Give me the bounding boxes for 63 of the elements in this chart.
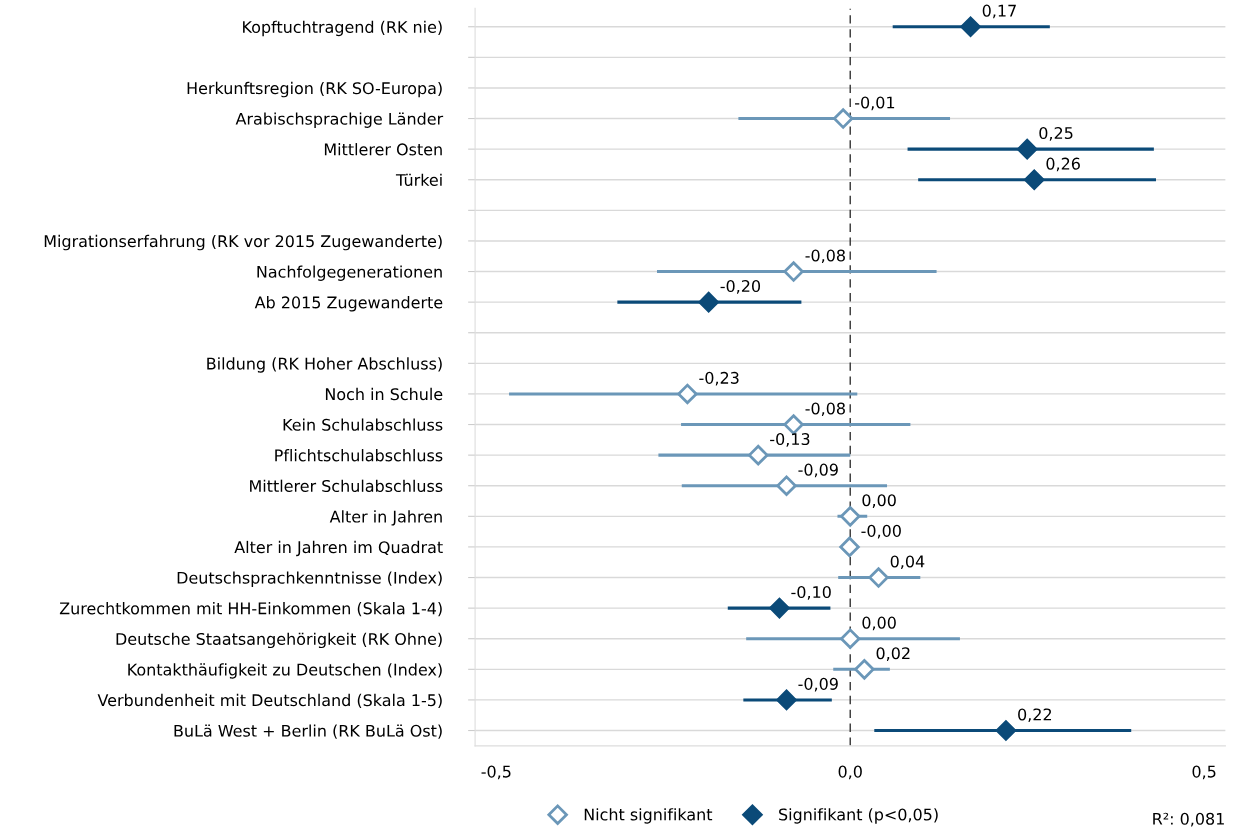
x-tick-label: -0,5 [481, 765, 511, 780]
y-tick-label: Mittlerer Osten [324, 143, 442, 156]
point [839, 536, 860, 558]
data-label: -0,08 [805, 402, 845, 417]
y-tick-label: Bildung (RK Hoher Abschluss) [207, 357, 442, 373]
data-label: 0,02 [876, 647, 910, 661]
x-tick-label: 0,5 [1192, 765, 1216, 780]
y-tick-label: Zurechtkommen mit HH-Einkommen (Skala 1-4) [59, 602, 442, 617]
y-tick-label: Deutsche Staatsangehörigkeit (RK Ohne) [116, 632, 442, 649]
data-label: -0,13 [770, 433, 810, 447]
y-tick-label: Noch in Schule [325, 387, 443, 401]
y-tick-label: Kopftuchtragend (RK nie) [243, 20, 442, 37]
y-tick-label: BuLä West + Berlin (RK BuLä Ost) [174, 724, 442, 739]
legend-label: Nicht signifikant [584, 808, 713, 824]
legend-label: Signifikant (p<0,05) [779, 808, 938, 824]
data-label: 0,04 [890, 555, 925, 570]
data-label: -0,20 [720, 280, 761, 294]
y-tick-label: Verbundenheit mit Deutschland (Skala 1-5) [97, 693, 442, 709]
y-tick-label: Türkei [395, 173, 442, 187]
point [776, 475, 797, 496]
data-label: 0,25 [1039, 127, 1073, 141]
data-label: -0,09 [798, 677, 838, 692]
y-tick-label: Alter in Jahren [329, 510, 442, 526]
point [995, 720, 1017, 741]
data-label: -0,01 [855, 96, 895, 111]
point [854, 659, 875, 680]
y-tick-label: Pflichtschulabschluss [275, 449, 443, 462]
data-label: 0,22 [1018, 708, 1052, 723]
point [840, 628, 861, 649]
point [1016, 138, 1038, 160]
data-label: -0,00 [861, 524, 901, 539]
point [698, 291, 719, 313]
x-tick-label: 0,0 [838, 765, 862, 780]
point [747, 444, 769, 466]
point [840, 506, 861, 527]
y-tick-label: Nachfolgegenerationen [257, 265, 442, 281]
data-label: 0,00 [862, 494, 896, 508]
point [1024, 169, 1045, 190]
text: R²: 0,081 [1153, 812, 1224, 827]
y-tick-label: Herkunftsregion (RK SO-Europa) [187, 81, 442, 98]
data-label: 0,26 [1046, 157, 1080, 172]
y-tick-label: Kein Schulabschluss [283, 418, 443, 431]
y-tick-label: Kontakthäufigkeit zu Deutschen (Index) [128, 663, 442, 679]
point [776, 689, 797, 711]
point [960, 16, 981, 37]
y-tick-label: Deutschsprachkenntnisse (Index) [177, 571, 442, 587]
data-label: -0,10 [791, 586, 831, 600]
data-label: -0,23 [699, 371, 739, 386]
data-label: 0,00 [862, 616, 896, 631]
y-tick-label: Alter in Jahren im Quadrat [234, 540, 443, 557]
point [832, 108, 854, 129]
y-tick-label: Ab 2015 Zugewanderte [254, 296, 443, 312]
data-label: -0,08 [805, 249, 845, 264]
point [769, 597, 790, 619]
y-tick-label: Migrationserfahrung (RK vor 2015 Zugewanderte) [44, 234, 442, 251]
data-label: -0,09 [798, 463, 838, 478]
y-tick-label: Mittlerer Schulabschluss [250, 479, 443, 493]
point [783, 261, 804, 282]
point [783, 414, 804, 435]
data-label: 0,17 [982, 4, 1016, 19]
point [677, 383, 698, 405]
point [868, 567, 889, 588]
y-tick-label: Arabischsprachige Länder [235, 112, 444, 128]
